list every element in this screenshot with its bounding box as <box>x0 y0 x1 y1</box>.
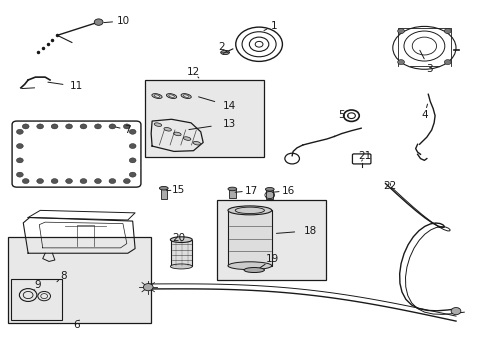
Bar <box>11 279 62 320</box>
Ellipse shape <box>170 264 192 269</box>
Ellipse shape <box>181 94 191 99</box>
Circle shape <box>94 124 101 129</box>
Bar <box>216 200 325 280</box>
Text: 6: 6 <box>73 320 80 330</box>
Circle shape <box>129 172 136 177</box>
Text: 16: 16 <box>281 186 294 196</box>
Ellipse shape <box>170 237 192 243</box>
Circle shape <box>80 124 87 129</box>
Circle shape <box>94 19 103 25</box>
Ellipse shape <box>168 95 174 97</box>
Text: 14: 14 <box>222 101 235 111</box>
Circle shape <box>22 179 29 184</box>
Ellipse shape <box>220 50 229 55</box>
Text: 8: 8 <box>60 271 67 281</box>
Circle shape <box>444 60 450 64</box>
Text: 4: 4 <box>420 110 427 120</box>
Circle shape <box>51 179 58 184</box>
Circle shape <box>51 124 58 129</box>
Bar <box>227 210 271 266</box>
Circle shape <box>129 129 136 134</box>
Circle shape <box>450 307 460 315</box>
Circle shape <box>109 124 116 129</box>
Text: 18: 18 <box>303 226 316 236</box>
Text: 17: 17 <box>244 186 258 196</box>
Text: 9: 9 <box>35 280 41 290</box>
Text: 15: 15 <box>172 185 185 195</box>
Circle shape <box>37 179 43 184</box>
Circle shape <box>17 144 23 149</box>
Circle shape <box>397 60 404 64</box>
Ellipse shape <box>227 187 236 191</box>
Circle shape <box>123 124 130 129</box>
Circle shape <box>94 179 101 184</box>
Text: 19: 19 <box>265 254 279 264</box>
Circle shape <box>129 144 136 149</box>
Ellipse shape <box>265 188 274 191</box>
Circle shape <box>37 124 43 129</box>
Circle shape <box>80 179 87 184</box>
Circle shape <box>17 158 23 163</box>
Bar <box>266 189 273 199</box>
Ellipse shape <box>166 94 176 99</box>
Ellipse shape <box>183 137 190 140</box>
Text: 1: 1 <box>270 21 276 31</box>
Circle shape <box>17 172 23 177</box>
Text: 11: 11 <box>70 81 83 91</box>
Text: 7: 7 <box>124 125 131 135</box>
Text: 3: 3 <box>425 64 432 73</box>
Circle shape <box>65 179 72 184</box>
Circle shape <box>123 179 130 184</box>
Text: 21: 21 <box>358 151 371 161</box>
Text: 20: 20 <box>172 233 185 243</box>
Ellipse shape <box>173 132 181 136</box>
Ellipse shape <box>193 141 200 145</box>
Circle shape <box>444 28 450 33</box>
Text: 22: 22 <box>383 181 396 192</box>
Text: 12: 12 <box>186 67 200 77</box>
Bar <box>144 80 264 157</box>
Ellipse shape <box>244 267 264 273</box>
Circle shape <box>17 129 23 134</box>
Circle shape <box>109 179 116 184</box>
Ellipse shape <box>154 123 162 126</box>
Bar <box>8 237 151 323</box>
Circle shape <box>22 124 29 129</box>
Ellipse shape <box>183 95 188 97</box>
Ellipse shape <box>227 206 271 215</box>
Ellipse shape <box>152 94 162 99</box>
Ellipse shape <box>159 186 168 190</box>
Bar <box>228 189 235 198</box>
Circle shape <box>129 158 136 163</box>
Ellipse shape <box>154 95 160 97</box>
Text: 5: 5 <box>338 110 345 120</box>
Text: 2: 2 <box>217 42 224 52</box>
Text: 10: 10 <box>116 16 129 26</box>
Circle shape <box>397 28 404 33</box>
Bar <box>170 240 192 266</box>
Ellipse shape <box>227 262 271 270</box>
Ellipse shape <box>163 127 171 131</box>
Text: 13: 13 <box>222 118 235 129</box>
Bar <box>161 189 166 199</box>
Circle shape <box>143 284 153 291</box>
Circle shape <box>65 124 72 129</box>
